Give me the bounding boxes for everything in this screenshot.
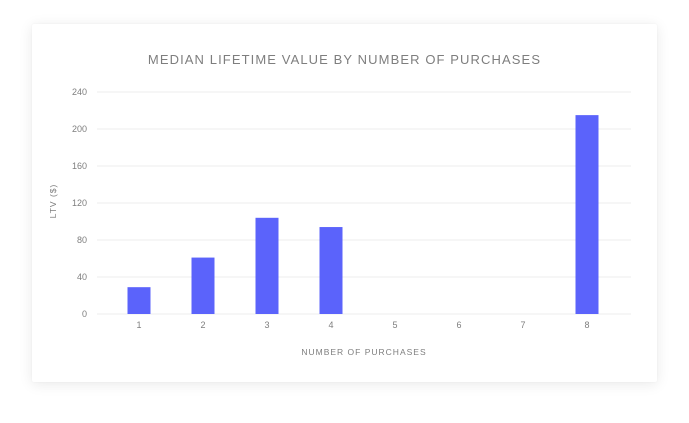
x-tick-label: 1 bbox=[136, 320, 141, 330]
chart-card: MEDIAN LIFETIME VALUE BY NUMBER OF PURCH… bbox=[32, 24, 657, 382]
y-tick-label: 40 bbox=[77, 272, 87, 282]
y-axis-label: LTV ($) bbox=[48, 184, 58, 219]
bar-8 bbox=[575, 115, 599, 314]
x-tick-label: 7 bbox=[520, 320, 525, 330]
y-tick-label: 240 bbox=[72, 87, 87, 97]
gridlines bbox=[97, 91, 631, 315]
x-axis-label: NUMBER OF PURCHASES bbox=[301, 347, 426, 357]
x-tick-label: 3 bbox=[264, 320, 269, 330]
y-tick-label: 200 bbox=[72, 124, 87, 134]
x-tick-label: 5 bbox=[392, 320, 397, 330]
bar-4 bbox=[319, 227, 343, 314]
y-tick-label: 120 bbox=[72, 198, 87, 208]
x-tick-label: 2 bbox=[200, 320, 205, 330]
bars bbox=[127, 115, 599, 314]
chart-title: MEDIAN LIFETIME VALUE BY NUMBER OF PURCH… bbox=[147, 52, 542, 67]
y-tick-label: 0 bbox=[82, 309, 87, 319]
x-tick-label: 4 bbox=[328, 320, 333, 330]
bar-2 bbox=[191, 257, 215, 314]
bar-3 bbox=[255, 217, 279, 314]
x-axis-ticks: 1 2 3 4 5 6 7 8 bbox=[136, 320, 589, 330]
y-tick-label: 160 bbox=[72, 161, 87, 171]
bar-chart: 0 40 80 120 160 200 240 1 2 3 4 5 6 7 8 LTV ($) NUMBE… bbox=[48, 87, 631, 357]
x-tick-label: 8 bbox=[584, 320, 589, 330]
x-tick-label: 6 bbox=[456, 320, 461, 330]
y-tick-label: 80 bbox=[77, 235, 87, 245]
y-axis-ticks: 0 40 80 120 160 200 240 bbox=[72, 87, 87, 319]
bar-1 bbox=[127, 287, 151, 314]
